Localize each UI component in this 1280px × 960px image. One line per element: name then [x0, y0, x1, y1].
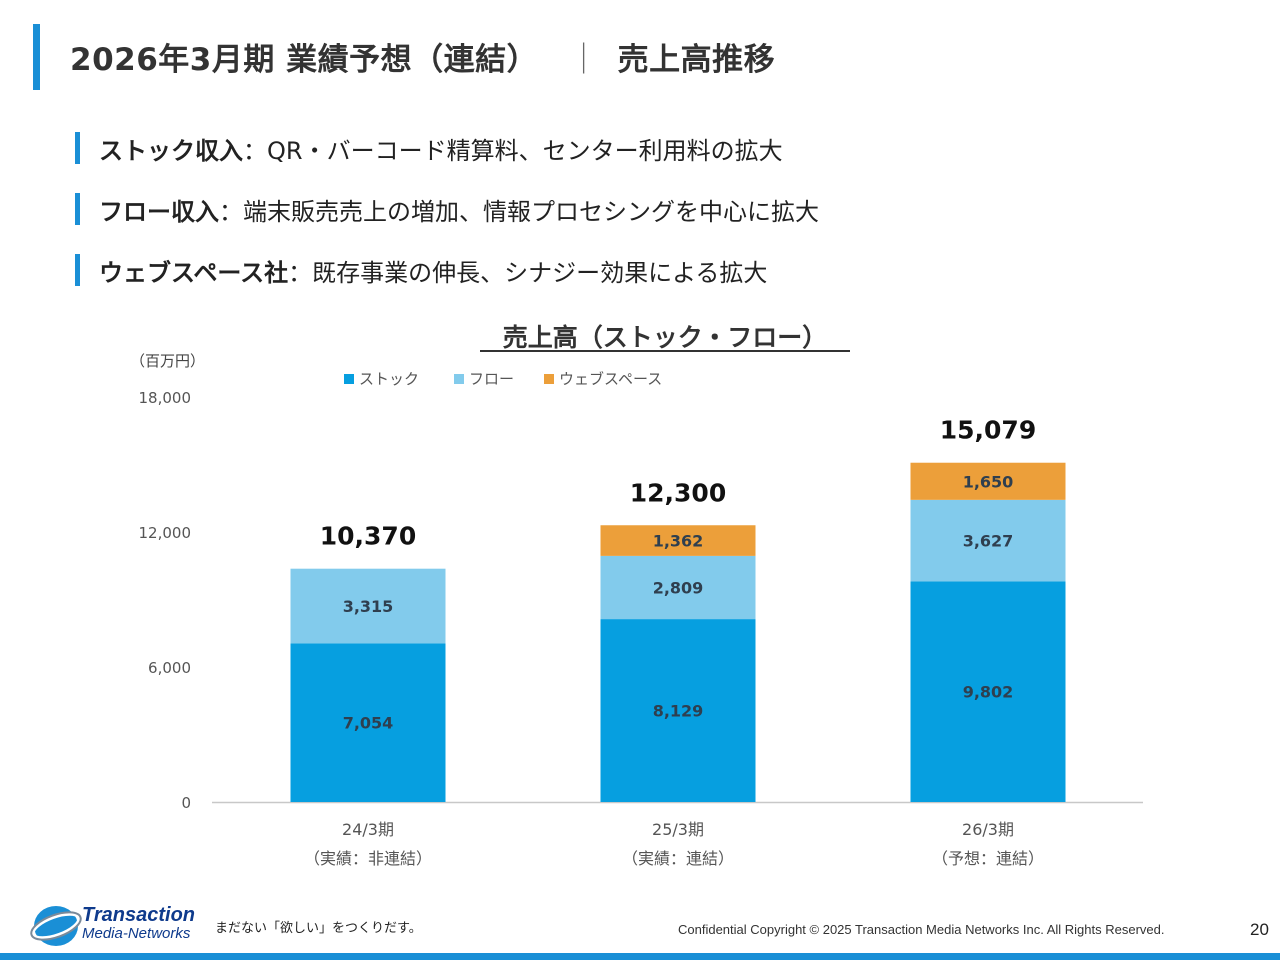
total-label: 10,370 [320, 522, 416, 551]
bullet-text: ：QR・バーコード精算料、センター利用料の拡大 [243, 136, 783, 165]
chart-title: 売上高（ストック・フロー） [502, 323, 828, 352]
bar-segment [600, 619, 756, 802]
title-accent-bar [33, 24, 40, 90]
bullet-bar [75, 132, 80, 164]
bullet-label: フロー収入 [99, 197, 219, 226]
x-category-sublabel: （実績：非連結） [304, 849, 432, 868]
y-tick-label: 0 [181, 794, 191, 812]
page-title: 2026年3月期 業績予想（連結） ｜ 売上高推移 [70, 34, 775, 79]
bar-segment [910, 581, 1066, 802]
y-tick-label: 18,000 [139, 389, 192, 407]
revenue-chart: （百万円） 0 6,000 12,000 18,000 ストック フロー ウェブスペース 7,0… [130, 352, 1143, 868]
y-tick-label: 12,000 [139, 524, 192, 542]
x-category-sublabel: （実績：連結） [622, 849, 734, 868]
page-number: 20 [1250, 920, 1269, 939]
legend-swatch-2 [544, 374, 554, 384]
legend-label-0: ストック [359, 370, 419, 388]
y-unit-label: （百万円） [130, 352, 205, 370]
bar-segment [910, 499, 1066, 582]
bullet-bar [75, 254, 80, 286]
data-label: 7,054 [343, 714, 394, 733]
data-label: 9,802 [963, 683, 1014, 702]
data-label: 3,627 [963, 532, 1014, 551]
bullet-label: ウェブスペース社 [99, 258, 289, 287]
x-category-sublabel: （予想：連結） [932, 849, 1044, 868]
chart-title-underline [480, 350, 850, 352]
data-label: 2,809 [653, 578, 704, 597]
total-label: 15,079 [940, 416, 1036, 445]
legend-swatch-0 [344, 374, 354, 384]
bar-segment [290, 643, 446, 802]
bullet-text: ：既存事業の伸長、シナジー効果による拡大 [288, 258, 768, 287]
bullet-text: ：端末販売売上の増加、情報プロセシングを中心に拡大 [219, 197, 819, 226]
page-title-sub: 売上高推移 [617, 42, 776, 78]
footer-accent-strip [0, 953, 1280, 960]
x-category-label: 25/3期 [652, 820, 704, 839]
tagline: まだない「欲しい」をつくりだす。 [215, 921, 422, 936]
bullet-webspace: ウェブスペース社 ：既存事業の伸長、シナジー効果による拡大 [75, 252, 767, 288]
y-tick-label: 6,000 [148, 659, 191, 677]
logo-wordmark-line1: Transaction [82, 904, 195, 926]
bullet-label: ストック収入 [99, 136, 243, 165]
bullet-bar [75, 193, 80, 225]
data-label: 1,362 [653, 532, 704, 551]
x-category-label: 26/3期 [962, 820, 1014, 839]
total-label: 12,300 [630, 478, 726, 507]
legend-label-2: ウェブスペース [559, 370, 662, 388]
bar-segment [290, 568, 446, 644]
data-label: 8,129 [653, 702, 704, 721]
company-logo [30, 906, 82, 946]
bar-segment [910, 462, 1066, 500]
bar-segment [600, 555, 756, 620]
legend-label-1: フロー [469, 370, 514, 388]
data-label: 1,650 [963, 472, 1014, 491]
bullet-flow: フロー収入 ：端末販売売上の増加、情報プロセシングを中心に拡大 [75, 191, 819, 227]
bar-segment [600, 525, 756, 556]
page-title-main: 2026年3月期 業績予想（連結） [70, 42, 539, 78]
legend-swatch-1 [454, 374, 464, 384]
copyright: Confidential Copyright © 2025 Transactio… [678, 922, 1165, 937]
data-label: 3,315 [343, 597, 394, 616]
bullet-stock: ストック収入 ：QR・バーコード精算料、センター利用料の拡大 [75, 130, 783, 166]
title-separator: ｜ [568, 42, 600, 78]
logo-wordmark-line2: Media-Networks [82, 925, 191, 942]
x-category-label: 24/3期 [342, 820, 394, 839]
